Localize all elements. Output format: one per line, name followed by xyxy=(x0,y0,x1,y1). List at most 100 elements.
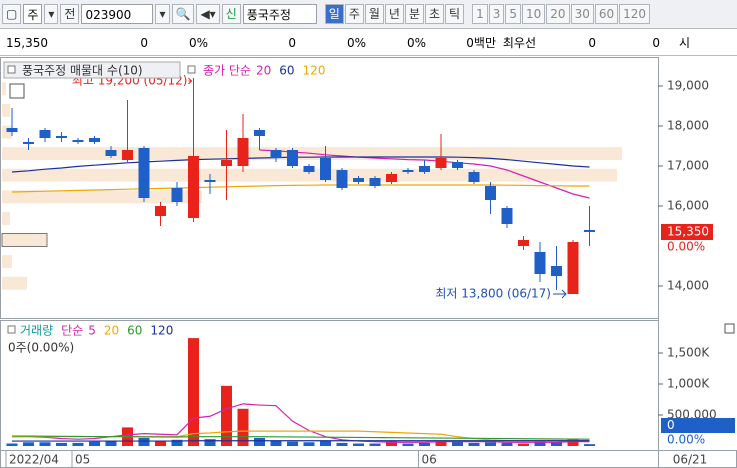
y-tick-label: 16,000 xyxy=(667,199,709,213)
candle-body xyxy=(369,178,381,186)
badge: 신 xyxy=(221,4,241,24)
sound-button[interactable]: ◀▾ xyxy=(196,4,220,24)
code-input[interactable]: 023900 xyxy=(81,4,154,24)
interval-group: 1 3 5 10 20 30 60 120 xyxy=(472,4,651,24)
legend-title: 거래량 xyxy=(20,324,53,338)
volume-bar xyxy=(237,408,249,446)
date-tag: 06/21 xyxy=(673,453,708,467)
legend-icon xyxy=(187,65,196,74)
low-annotation: 최저 13,800 (06/17) xyxy=(435,287,551,301)
interval-button[interactable]: 30 xyxy=(570,4,594,24)
candle-body xyxy=(204,180,216,182)
volume-bar xyxy=(320,441,331,446)
ma-line xyxy=(11,156,590,173)
volume-bar xyxy=(221,385,232,446)
legend-icon xyxy=(7,325,16,334)
y-tick-label: 1,500K xyxy=(667,346,710,360)
volume-profile-bar xyxy=(2,82,6,96)
candle-body xyxy=(534,252,546,274)
candle-body xyxy=(270,150,282,158)
period-button[interactable]: 월 xyxy=(364,4,384,24)
candle-body xyxy=(452,162,463,168)
volume-bar xyxy=(105,441,117,446)
search-button[interactable]: 🔍 xyxy=(171,4,195,24)
candle-body xyxy=(254,130,265,136)
candle-body xyxy=(584,230,595,232)
table-icon xyxy=(9,83,25,99)
arrow xyxy=(188,77,193,85)
volume-bar xyxy=(303,442,315,446)
y-tick-label: 14,000 xyxy=(667,279,709,293)
legend-entry: 120 xyxy=(303,64,326,78)
interval-button[interactable]: 5 xyxy=(505,4,522,24)
period-button[interactable]: 틱 xyxy=(445,4,465,24)
candle-body xyxy=(287,150,298,166)
dropdown[interactable]: ▾ xyxy=(155,4,170,24)
legend-ma-title: 단순 xyxy=(61,324,83,338)
volume-bar xyxy=(72,442,84,446)
volume-bar xyxy=(518,443,529,446)
market-select[interactable]: 주 xyxy=(23,4,43,24)
interval-button[interactable]: 3 xyxy=(488,4,505,24)
candle-body xyxy=(23,142,34,144)
close-button[interactable] xyxy=(724,323,735,334)
candle-body xyxy=(501,208,513,224)
candle-body xyxy=(105,150,117,156)
candle-body xyxy=(6,128,18,132)
volume-bar xyxy=(89,441,100,446)
y-tick-label: 18,000 xyxy=(667,119,709,133)
volume-bar xyxy=(138,437,150,446)
x-tick-label: 06 xyxy=(422,453,437,467)
volume-profile-bar xyxy=(2,190,202,204)
volume-bar xyxy=(551,442,562,446)
period-button[interactable]: 일 xyxy=(324,4,344,24)
interval-button[interactable]: 20 xyxy=(546,4,570,24)
stock-name: 풍국주정 xyxy=(242,4,317,24)
volume-bar xyxy=(353,443,364,446)
candle-body xyxy=(468,172,480,182)
y-tick-label: 1,000K xyxy=(667,377,710,391)
period-button[interactable]: 년 xyxy=(384,4,404,24)
x-tick-label: 05 xyxy=(75,453,90,467)
candle-body xyxy=(485,186,496,200)
subtitle: 0주(0.00%) xyxy=(8,341,74,355)
legend-title: 풍국주정 매물대 수(10) xyxy=(22,64,143,78)
candle-body xyxy=(419,166,430,172)
interval-button[interactable]: 1 xyxy=(472,4,488,24)
y-tick-label: 19,000 xyxy=(667,79,709,93)
period-button[interactable]: 분 xyxy=(404,4,424,24)
arrow xyxy=(553,289,567,299)
volume-bar xyxy=(6,443,18,446)
volume-bar xyxy=(155,441,166,446)
interval-button[interactable]: 120 xyxy=(619,4,651,24)
interval-button[interactable]: 60 xyxy=(594,4,619,24)
legend-entry: 120 xyxy=(150,324,173,338)
dropdown[interactable]: ▾ xyxy=(44,4,59,24)
interval-button[interactable]: 10 xyxy=(522,4,546,24)
candle-body xyxy=(171,188,183,202)
volume-bar xyxy=(39,442,51,446)
volume-bar xyxy=(584,444,595,446)
volume-profile-bar xyxy=(2,168,617,182)
ma-line xyxy=(11,184,590,193)
x-axis-panel xyxy=(0,450,737,468)
period-button[interactable]: 초 xyxy=(425,4,445,24)
candle-body xyxy=(518,240,529,246)
type-button[interactable]: 전 xyxy=(60,4,80,24)
price-tag-bg xyxy=(661,224,713,240)
change-tag: 0.00% xyxy=(667,433,705,447)
quote-cell: 최우선 xyxy=(502,36,536,50)
volume-profile-bar xyxy=(2,103,10,117)
x-tick-label: 2022/04 xyxy=(9,453,59,467)
volume-bar xyxy=(171,439,183,446)
quote-cell: 시 xyxy=(678,36,690,50)
candle-body xyxy=(567,242,579,294)
candle-body xyxy=(435,158,447,168)
quote-cell: 0백만 xyxy=(466,36,496,50)
quote-cell: 0 xyxy=(288,35,296,50)
period-button[interactable]: 주 xyxy=(344,4,364,24)
legend-entry: 20 xyxy=(104,324,119,338)
icon-button[interactable]: ▢ xyxy=(2,4,22,24)
